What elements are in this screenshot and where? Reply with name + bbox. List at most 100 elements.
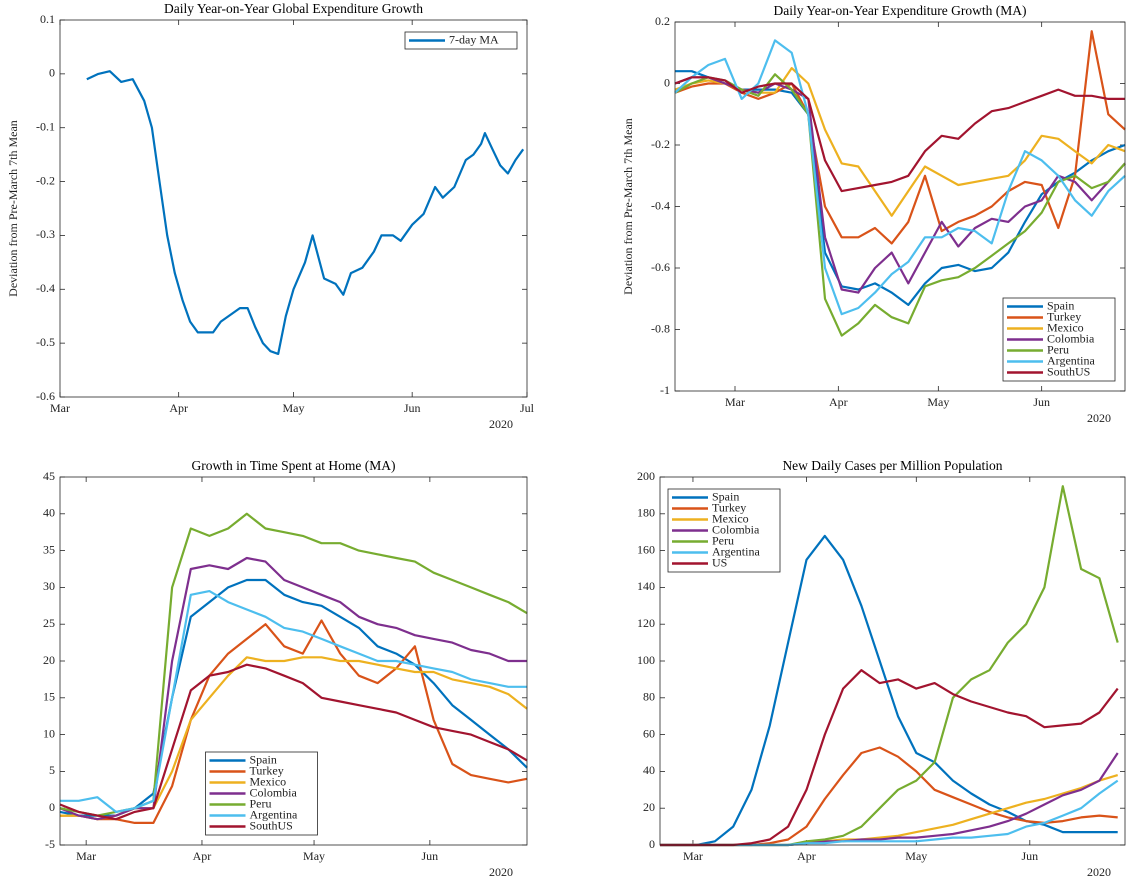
- y-tick-label: -0.6: [651, 260, 670, 274]
- line-series: [60, 619, 528, 824]
- y-tick-label: 5: [49, 763, 55, 777]
- y-tick-label: -0.2: [36, 173, 55, 187]
- legend-label: Turkey: [712, 500, 746, 514]
- y-tick-label: -0.1: [36, 119, 55, 133]
- legend-label: Argentina: [712, 544, 760, 558]
- legend-label: SouthUS: [1047, 364, 1090, 378]
- x-tick-label: Mar: [76, 849, 96, 863]
- y-tick-label: 0.2: [655, 14, 670, 28]
- x-year-label: 2020: [1087, 865, 1111, 879]
- legend-label: Mexico: [1047, 320, 1084, 334]
- x-tick-label: Mar: [725, 395, 745, 409]
- y-tick-label: -0.2: [651, 137, 670, 151]
- y-tick-label: 0.1: [40, 12, 55, 26]
- legend-label: Spain: [1047, 298, 1074, 312]
- legend-label: Turkey: [250, 763, 284, 777]
- legend-label: Peru: [250, 796, 272, 810]
- line-series: [59, 663, 528, 821]
- chart-title: Daily Year-on-Year Expenditure Growth (M…: [774, 3, 1027, 18]
- x-tick-label: Apr: [797, 849, 816, 863]
- y-tick-label: 160: [637, 542, 655, 556]
- x-tick-label: Jun: [1033, 395, 1050, 409]
- panel: Daily Year-on-Year Expenditure Growth (M…: [621, 3, 1126, 425]
- chart-title: New Daily Cases per Million Population: [782, 458, 1002, 473]
- y-tick-label: 25: [43, 616, 55, 630]
- x-year-label: 2020: [489, 865, 513, 879]
- line-series: [60, 590, 527, 813]
- line-series: [674, 30, 1126, 245]
- y-tick-label: 45: [43, 469, 55, 483]
- y-tick-label: 140: [637, 579, 655, 593]
- y-tick-label: 40: [643, 763, 655, 777]
- y-tick-label: -0.5: [36, 335, 55, 349]
- axes-box: [659, 476, 1126, 846]
- y-tick-label: 35: [43, 542, 55, 556]
- y-tick-label: 0: [664, 75, 670, 89]
- y-tick-label: 200: [637, 469, 655, 483]
- y-tick-label: 100: [637, 653, 655, 667]
- y-tick-label: -0.4: [36, 281, 55, 295]
- y-tick-label: -0.3: [36, 227, 55, 241]
- legend-label: Spain: [712, 489, 739, 503]
- legend-label: US: [712, 555, 727, 569]
- x-tick-label: Apr: [193, 849, 212, 863]
- y-tick-label: 80: [643, 690, 655, 704]
- y-tick-label: 40: [43, 506, 55, 520]
- y-tick-label: 20: [43, 653, 55, 667]
- legend-label: Colombia: [1047, 331, 1095, 345]
- line-series: [59, 578, 528, 817]
- y-axis-label: Deviation from Pre-March 7th Mean: [621, 118, 635, 295]
- x-tick-label: Mar: [683, 849, 703, 863]
- y-tick-label: 0: [49, 66, 55, 80]
- panel: Daily Year-on-Year Global Expenditure Gr…: [6, 1, 535, 431]
- y-tick-label: -0.6: [36, 389, 55, 403]
- panel: New Daily Cases per Million Population 0 2…: [637, 458, 1126, 879]
- legend-label: Mexico: [250, 774, 287, 788]
- x-tick-label: Jun: [404, 401, 421, 415]
- axes-box: [59, 476, 528, 846]
- legend-label: Peru: [1047, 342, 1069, 356]
- legend-label: Colombia: [712, 522, 760, 536]
- y-tick-label: -0.8: [651, 321, 670, 335]
- line-series: [59, 556, 527, 821]
- panel: Growth in Time Spent at Home (MA) -5 0 5 10 1…: [43, 458, 528, 879]
- x-tick-label: Jun: [422, 849, 439, 863]
- x-tick-label: May: [303, 849, 325, 863]
- y-tick-label: 20: [643, 800, 655, 814]
- axes-box: [674, 21, 1126, 392]
- x-year-label: 2020: [489, 417, 513, 431]
- legend-label: SouthUS: [250, 818, 293, 832]
- x-year-label: 2020: [1087, 411, 1111, 425]
- y-tick-label: 180: [637, 506, 655, 520]
- y-tick-label: 10: [43, 726, 55, 740]
- plot-area: [60, 20, 527, 397]
- y-tick-label: -1: [660, 383, 670, 397]
- x-tick-label: Jun: [1021, 849, 1038, 863]
- legend-label: Turkey: [1047, 309, 1081, 323]
- y-tick-label: 60: [643, 726, 655, 740]
- x-tick-label: May: [283, 401, 305, 415]
- x-tick-label: Jul: [520, 401, 535, 415]
- x-tick-label: Mar: [50, 401, 70, 415]
- y-tick-label: 120: [637, 616, 655, 630]
- y-tick-label: 30: [43, 579, 55, 593]
- line-series: [674, 39, 1126, 316]
- y-tick-label: -5: [45, 837, 55, 851]
- y-tick-label: 0: [649, 837, 655, 851]
- line-series: [86, 70, 525, 355]
- chart-title: Growth in Time Spent at Home (MA): [192, 458, 396, 473]
- y-tick-label: -0.4: [651, 198, 670, 212]
- y-tick-label: 15: [43, 690, 55, 704]
- line-series: [674, 76, 1125, 193]
- legend-label: Argentina: [1047, 353, 1095, 367]
- legend-label: Mexico: [712, 511, 749, 525]
- legend-box: [404, 31, 518, 50]
- axes-box: [59, 19, 528, 398]
- x-tick-label: May: [927, 395, 949, 409]
- y-axis-label: Deviation from Pre-March 7th Mean: [6, 120, 20, 297]
- x-tick-label: Apr: [829, 395, 848, 409]
- legend-label: Peru: [712, 533, 734, 547]
- chart-title: Daily Year-on-Year Global Expenditure Gr…: [164, 1, 423, 16]
- legend-label: Argentina: [250, 807, 298, 821]
